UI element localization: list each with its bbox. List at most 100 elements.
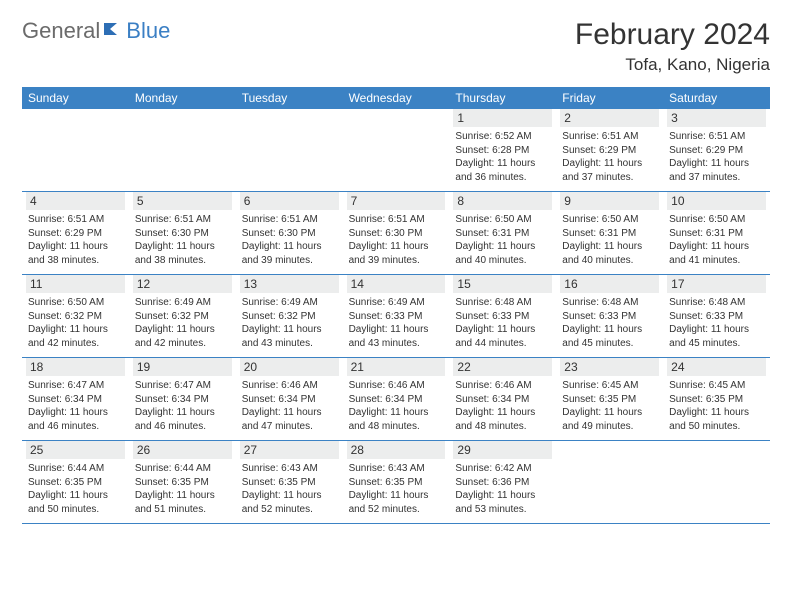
day-info: Sunrise: 6:49 AMSunset: 6:32 PMDaylight:… (133, 296, 232, 350)
day-number: 25 (26, 441, 125, 459)
daylight-text: Daylight: 11 hours and 48 minutes. (349, 406, 444, 433)
day-number: 8 (453, 192, 552, 210)
day-number: 21 (347, 358, 446, 376)
day-info: Sunrise: 6:50 AMSunset: 6:31 PMDaylight:… (453, 213, 552, 267)
logo-text-general: General (22, 18, 100, 44)
sunset-text: Sunset: 6:35 PM (135, 476, 230, 490)
daylight-text: Daylight: 11 hours and 38 minutes. (135, 240, 230, 267)
daylight-text: Daylight: 11 hours and 45 minutes. (669, 323, 764, 350)
daylight-text: Daylight: 11 hours and 49 minutes. (562, 406, 657, 433)
day-number: 15 (453, 275, 552, 293)
day-info: Sunrise: 6:48 AMSunset: 6:33 PMDaylight:… (667, 296, 766, 350)
sunrise-text: Sunrise: 6:49 AM (242, 296, 337, 310)
daylight-text: Daylight: 11 hours and 52 minutes. (349, 489, 444, 516)
day-cell: 11Sunrise: 6:50 AMSunset: 6:32 PMDayligh… (22, 275, 129, 357)
day-cell: 6 Sunrise: 6:51 AMSunset: 6:30 PMDaylight… (236, 192, 343, 274)
day-cell: 10 Sunrise: 6:50 AMSunset: 6:31 PMDayligh… (663, 192, 770, 274)
daylight-text: Daylight: 11 hours and 50 minutes. (669, 406, 764, 433)
day-info: Sunrise: 6:43 AMSunset: 6:35 PMDaylight:… (240, 462, 339, 516)
day-cell: 5Sunrise: 6:51 AMSunset: 6:30 PMDaylight… (129, 192, 236, 274)
sunset-text: Sunset: 6:29 PM (562, 144, 657, 158)
day-number: 19 (133, 358, 232, 376)
day-info: Sunrise: 6:42 AMSunset: 6:36 PMDaylight:… (453, 462, 552, 516)
daylight-text: Daylight: 11 hours and 47 minutes. (242, 406, 337, 433)
day-cell (22, 109, 129, 191)
day-header: Sunday (22, 87, 129, 109)
daylight-text: Daylight: 11 hours and 45 minutes. (562, 323, 657, 350)
day-info: Sunrise: 6:44 AMSunset: 6:35 PMDaylight:… (26, 462, 125, 516)
sunset-text: Sunset: 6:35 PM (28, 476, 123, 490)
daylight-text: Daylight: 11 hours and 36 minutes. (455, 157, 550, 184)
sunset-text: Sunset: 6:34 PM (242, 393, 337, 407)
sunset-text: Sunset: 6:30 PM (135, 227, 230, 241)
day-cell: 20Sunrise: 6:46 AMSunset: 6:34 PMDayligh… (236, 358, 343, 440)
day-number (560, 441, 659, 459)
day-cell: 18Sunrise: 6:47 AMSunset: 6:34 PMDayligh… (22, 358, 129, 440)
sunrise-text: Sunrise: 6:46 AM (349, 379, 444, 393)
day-number (240, 109, 339, 127)
day-info: Sunrise: 6:50 AMSunset: 6:31 PMDaylight:… (560, 213, 659, 267)
sunrise-text: Sunrise: 6:50 AM (562, 213, 657, 227)
day-info: Sunrise: 6:50 AMSunset: 6:31 PMDaylight:… (667, 213, 766, 267)
day-number: 9 (560, 192, 659, 210)
day-number: 6 (240, 192, 339, 210)
day-number: 14 (347, 275, 446, 293)
day-info: Sunrise: 6:48 AMSunset: 6:33 PMDaylight:… (453, 296, 552, 350)
day-header: Saturday (663, 87, 770, 109)
sunset-text: Sunset: 6:33 PM (669, 310, 764, 324)
sunrise-text: Sunrise: 6:50 AM (28, 296, 123, 310)
day-cell (236, 109, 343, 191)
week-row: 11Sunrise: 6:50 AMSunset: 6:32 PMDayligh… (22, 275, 770, 358)
sunset-text: Sunset: 6:32 PM (242, 310, 337, 324)
day-number: 27 (240, 441, 339, 459)
sunset-text: Sunset: 6:31 PM (562, 227, 657, 241)
header: General Blue February 2024 Tofa, Kano, N… (22, 18, 770, 75)
day-cell: 3Sunrise: 6:51 AMSunset: 6:29 PMDaylight… (663, 109, 770, 191)
daylight-text: Daylight: 11 hours and 53 minutes. (455, 489, 550, 516)
day-cell: 24Sunrise: 6:45 AMSunset: 6:35 PMDayligh… (663, 358, 770, 440)
sunset-text: Sunset: 6:29 PM (28, 227, 123, 241)
day-cell: 9 Sunrise: 6:50 AMSunset: 6:31 PMDaylight… (556, 192, 663, 274)
sunrise-text: Sunrise: 6:50 AM (669, 213, 764, 227)
day-cell: 21Sunrise: 6:46 AMSunset: 6:34 PMDayligh… (343, 358, 450, 440)
day-cell: 26Sunrise: 6:44 AMSunset: 6:35 PMDayligh… (129, 441, 236, 523)
daylight-text: Daylight: 11 hours and 46 minutes. (135, 406, 230, 433)
day-cell: 1Sunrise: 6:52 AMSunset: 6:28 PMDaylight… (449, 109, 556, 191)
day-cell (343, 109, 450, 191)
sunset-text: Sunset: 6:28 PM (455, 144, 550, 158)
month-title: February 2024 (575, 18, 770, 52)
day-info: Sunrise: 6:45 AMSunset: 6:35 PMDaylight:… (560, 379, 659, 433)
day-info: Sunrise: 6:51 AMSunset: 6:30 PMDaylight:… (240, 213, 339, 267)
day-number: 10 (667, 192, 766, 210)
daylight-text: Daylight: 11 hours and 50 minutes. (28, 489, 123, 516)
day-number: 2 (560, 109, 659, 127)
day-header: Tuesday (236, 87, 343, 109)
day-cell: 27 Sunrise: 6:43 AMSunset: 6:35 PMDayligh… (236, 441, 343, 523)
sunrise-text: Sunrise: 6:42 AM (455, 462, 550, 476)
week-row: 4Sunrise: 6:51 AMSunset: 6:29 PMDaylight… (22, 192, 770, 275)
logo-text-blue: Blue (126, 18, 170, 44)
daylight-text: Daylight: 11 hours and 37 minutes. (562, 157, 657, 184)
day-header: Wednesday (343, 87, 450, 109)
sunrise-text: Sunrise: 6:51 AM (28, 213, 123, 227)
logo-flag-icon (103, 21, 123, 42)
weeks-container: 1Sunrise: 6:52 AMSunset: 6:28 PMDaylight… (22, 109, 770, 524)
day-cell: 29Sunrise: 6:42 AMSunset: 6:36 PMDayligh… (449, 441, 556, 523)
day-number: 23 (560, 358, 659, 376)
day-number: 24 (667, 358, 766, 376)
day-number: 28 (347, 441, 446, 459)
daylight-text: Daylight: 11 hours and 41 minutes. (669, 240, 764, 267)
sunset-text: Sunset: 6:33 PM (562, 310, 657, 324)
day-number (133, 109, 232, 127)
day-info: Sunrise: 6:49 AMSunset: 6:33 PMDaylight:… (347, 296, 446, 350)
sunrise-text: Sunrise: 6:51 AM (669, 130, 764, 144)
sunset-text: Sunset: 6:31 PM (455, 227, 550, 241)
day-header: Friday (556, 87, 663, 109)
sunset-text: Sunset: 6:35 PM (669, 393, 764, 407)
day-number (347, 109, 446, 127)
day-info: Sunrise: 6:51 AMSunset: 6:30 PMDaylight:… (133, 213, 232, 267)
day-number: 17 (667, 275, 766, 293)
day-cell: 4Sunrise: 6:51 AMSunset: 6:29 PMDaylight… (22, 192, 129, 274)
day-info: Sunrise: 6:51 AMSunset: 6:29 PMDaylight:… (667, 130, 766, 184)
day-header: Thursday (449, 87, 556, 109)
